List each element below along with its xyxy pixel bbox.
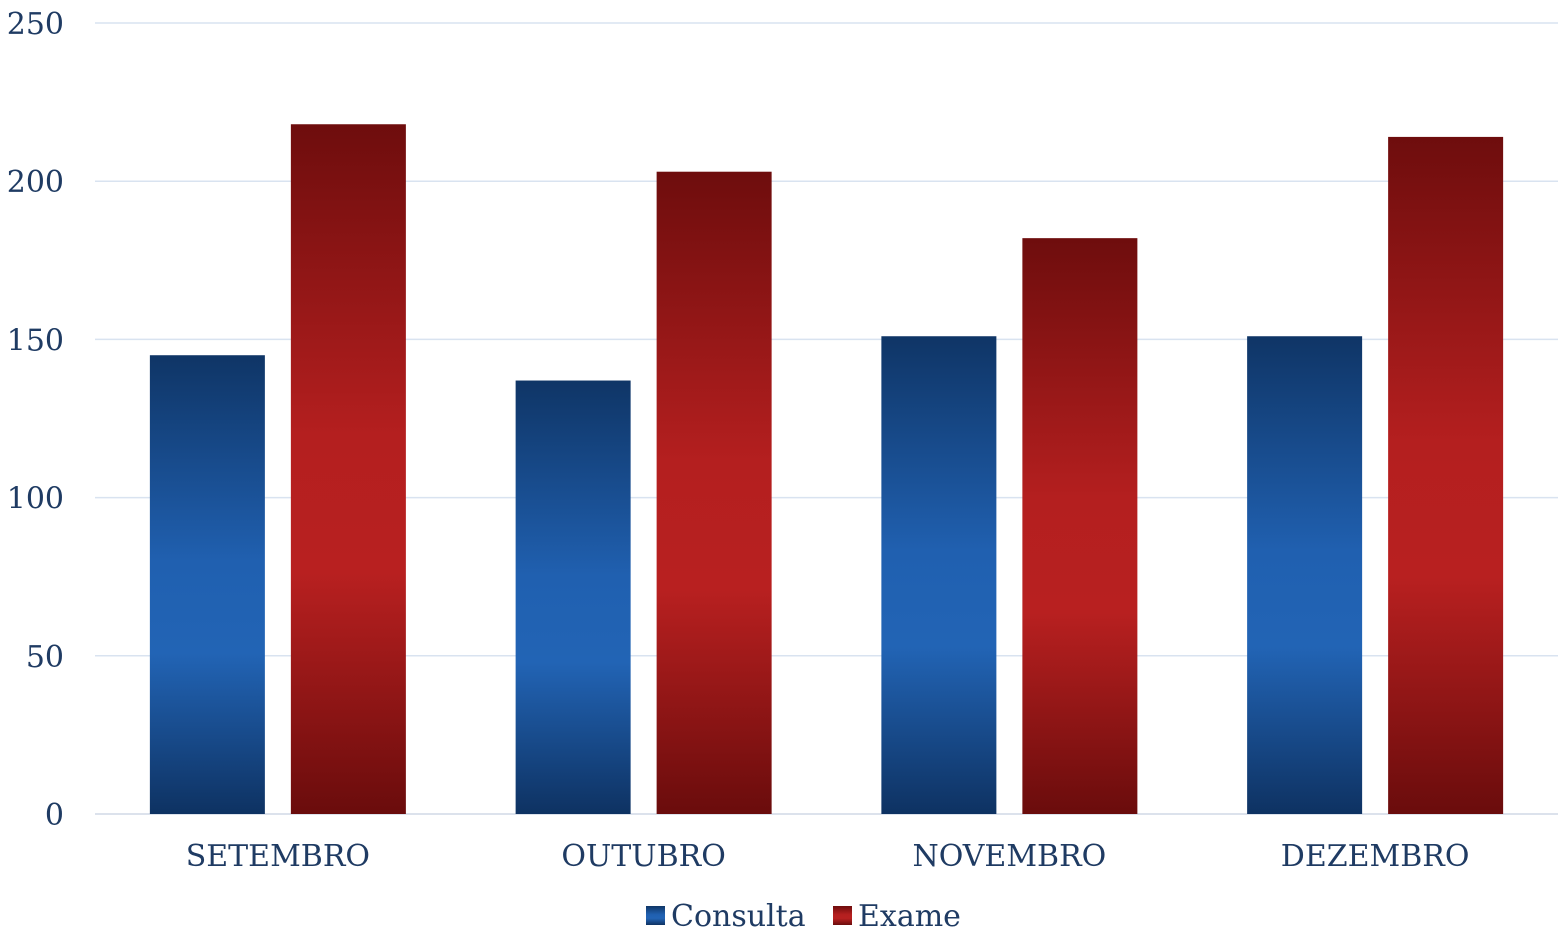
x-category-label: DEZEMBRO: [1281, 839, 1470, 874]
x-category-label: NOVEMBRO: [912, 839, 1106, 874]
bar-exame-setembro: [290, 124, 406, 815]
bar-exame-dezembro: [1388, 136, 1504, 815]
y-tick-label: 150: [7, 323, 64, 358]
bar-exame-novembro: [1022, 238, 1138, 815]
bar-exame-outubro: [656, 171, 772, 814]
y-tick-label: 200: [7, 165, 64, 200]
y-axis-ticks: 0 50 100 150 200 250: [7, 7, 64, 833]
bar-consulta-novembro: [881, 336, 997, 814]
legend-swatch: [833, 906, 852, 925]
bar-consulta-dezembro: [1247, 336, 1363, 814]
y-tick-label: 100: [7, 482, 64, 517]
y-tick-label: 0: [45, 798, 64, 833]
bar-consulta-setembro: [149, 355, 265, 814]
bars: [149, 124, 1504, 815]
x-category-label: SETEMBRO: [186, 839, 370, 874]
bar-consulta-outubro: [515, 380, 631, 814]
legend: Consulta Exame: [646, 899, 961, 932]
legend-swatch: [646, 906, 665, 925]
y-tick-label: 250: [7, 7, 64, 42]
legend-label: Consulta: [671, 899, 806, 932]
x-axis-categories: SETEMBRO OUTUBRO NOVEMBRO DEZEMBRO: [186, 839, 1470, 874]
legend-label: Exame: [858, 899, 961, 932]
y-tick-label: 50: [26, 640, 64, 675]
x-category-label: OUTUBRO: [561, 839, 725, 874]
